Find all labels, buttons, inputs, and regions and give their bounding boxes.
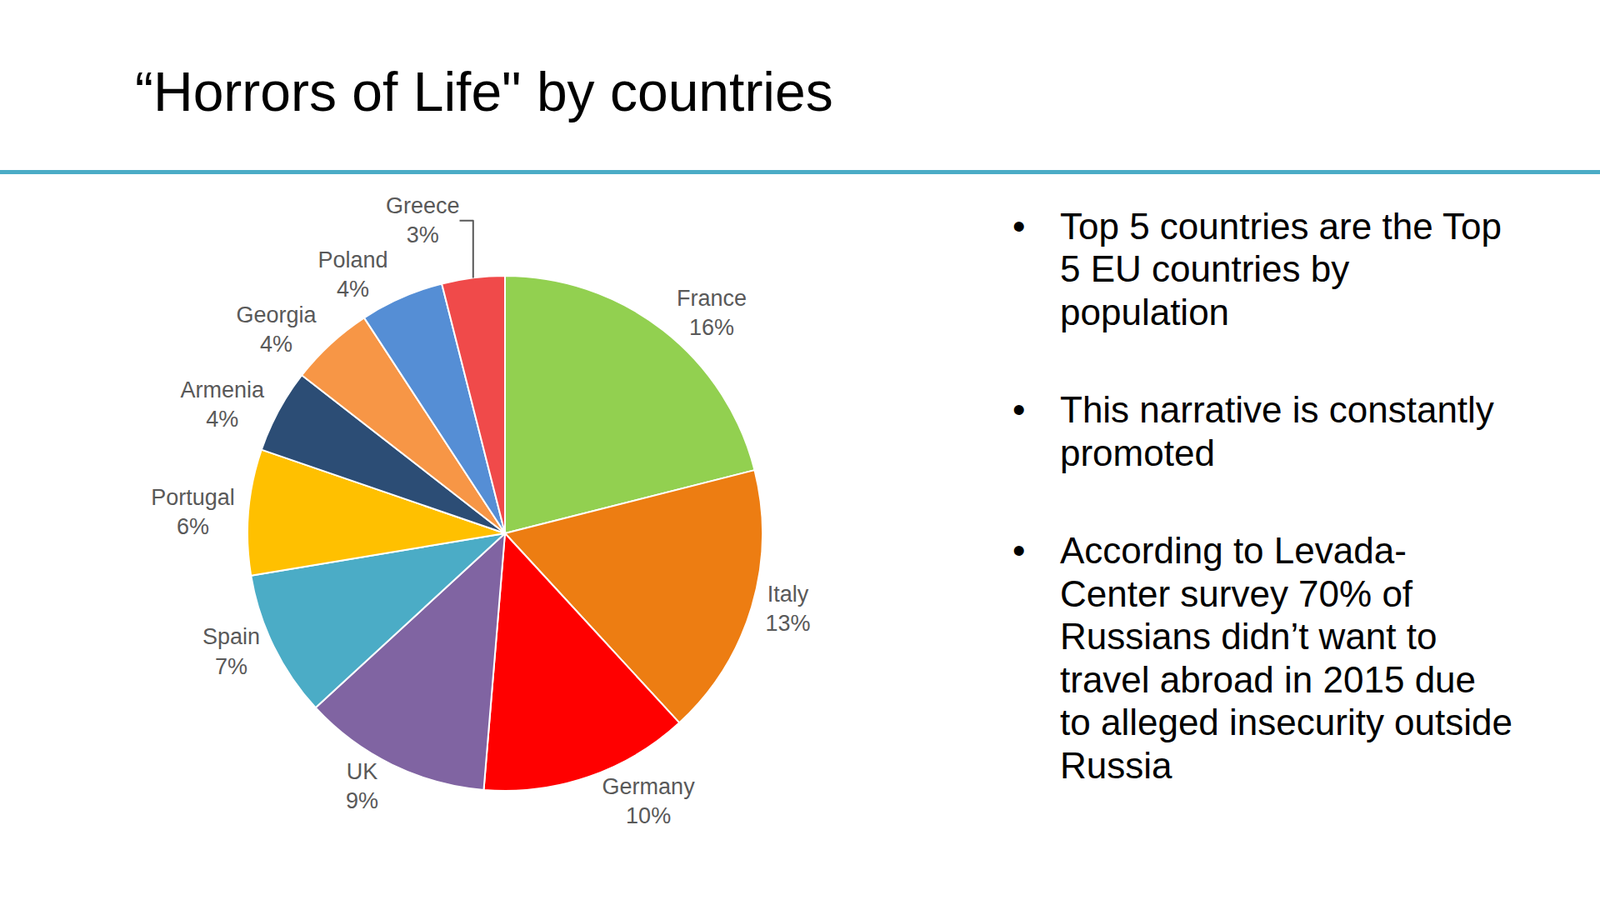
html-text:“Horrors of Life" by countries: “Horrors of Life" by countries: [135, 60, 834, 123]
svg-text:Georgia4%: Georgia4%: [235, 302, 317, 357]
html-text:According to Levada-Center sur: According to Levada-Center survey 70% of…: [1060, 530, 1513, 786]
svg-text:France16%: France16%: [676, 285, 747, 340]
svg-text:Armenia4%: Armenia4%: [180, 377, 265, 432]
html-text:Top 5 countries are the Top 5: Top 5 countries are the Top 5 EU countri…: [1060, 205, 1502, 333]
svg-text:Spain7%: Spain7%: [202, 624, 260, 679]
html-text:This narrative is constantly p: This narrative is constantly promoted: [1060, 389, 1495, 474]
svg-text:Germany10%: Germany10%: [602, 774, 696, 829]
svg-text:Italy13%: Italy13%: [765, 581, 810, 636]
svg-text:Portugal6%: Portugal6%: [150, 485, 235, 540]
svg-text:Greece3%: Greece3%: [385, 193, 460, 248]
svg-text:Poland4%: Poland4%: [318, 247, 389, 302]
svg-text:UK9%: UK9%: [345, 759, 379, 814]
